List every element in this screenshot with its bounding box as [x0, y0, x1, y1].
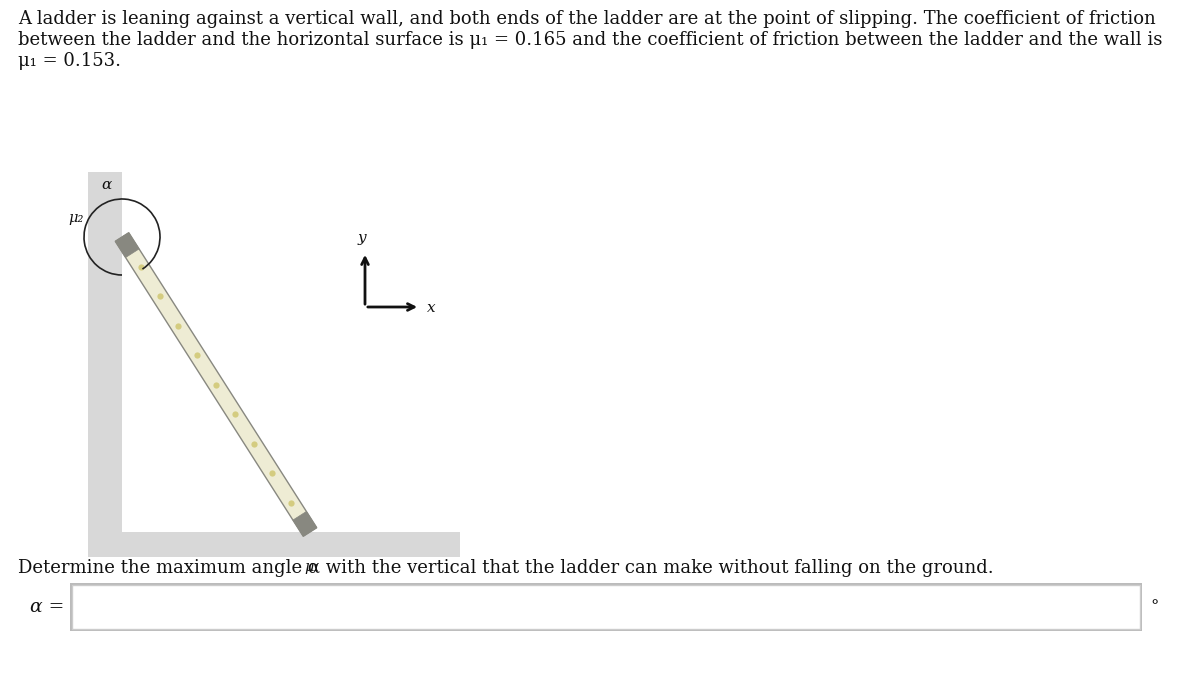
Text: α =: α = — [30, 598, 64, 616]
Text: μ₁ = 0.153.: μ₁ = 0.153. — [18, 52, 121, 70]
Text: Determine the maximum angle α with the vertical that the ladder can make without: Determine the maximum angle α with the v… — [18, 559, 994, 577]
Text: x: x — [427, 301, 436, 315]
Text: μ₁: μ₁ — [305, 560, 319, 574]
Bar — [88, 532, 460, 557]
Polygon shape — [293, 512, 317, 537]
Bar — [72, 585, 1140, 629]
Text: μ₂: μ₂ — [68, 211, 84, 225]
Text: between the ladder and the horizontal surface is μ₁ = 0.165 and the coefficient : between the ladder and the horizontal su… — [18, 31, 1163, 49]
Bar — [88, 172, 122, 532]
Polygon shape — [115, 233, 317, 537]
Text: α: α — [102, 178, 112, 192]
Text: A ladder is leaning against a vertical wall, and both ends of the ladder are at : A ladder is leaning against a vertical w… — [18, 10, 1156, 28]
Text: y: y — [358, 231, 366, 245]
Text: °: ° — [1150, 598, 1158, 616]
Polygon shape — [115, 233, 139, 258]
Bar — [70, 583, 1142, 631]
